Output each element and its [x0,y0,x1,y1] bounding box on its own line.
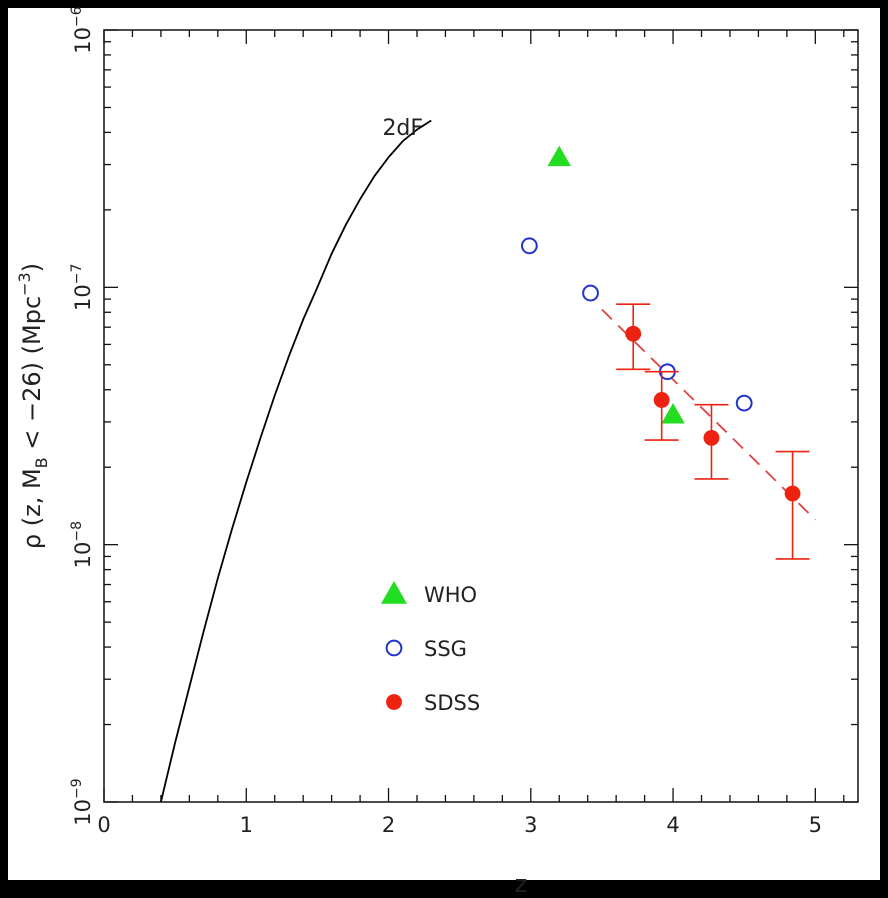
y-axis-title-part: ) [18,263,46,272]
y-axis-title-part: ρ (z, M [18,468,46,549]
sdss-point [653,392,670,408]
y-tick-label: 10−6 [69,6,95,53]
x-tick-label: 1 [240,813,253,837]
y-axis-title-part: B [32,457,51,468]
y-tick-label: 10−9 [69,778,95,825]
y-tick-label-base: 10 [71,542,95,569]
sdss-point [784,485,801,502]
curve-2dF [160,119,432,803]
ssg-point [582,284,599,302]
curve-label-2dF: 2dF [382,116,423,141]
legend-label-ssg: SSG [424,637,467,661]
y-tick-label-exponent: −7 [69,264,85,285]
who-point [661,402,685,424]
legend-marker-sdss [386,694,402,710]
y-axis-title-part: −3 [15,272,34,296]
y-tick-label-base: 10 [71,799,95,826]
y-tick-label-exponent: −6 [69,6,85,27]
page-background [8,8,880,880]
sdss-point [625,325,642,342]
y-tick-label-base: 10 [71,27,95,54]
x-tick-label: 5 [809,813,822,837]
fit-line [601,308,816,521]
legend-marker-who [381,581,407,604]
x-axis-title: z [515,870,528,898]
y-tick-label-exponent: −9 [69,778,85,799]
y-axis-title: ρ (z, MB < −26) (Mpc−3) [15,263,51,549]
x-tick-label: 3 [524,813,537,837]
y-tick-label: 10−8 [69,521,95,568]
y-axis-title-part: < −26) (Mpc [18,296,46,458]
x-tick-label: 4 [666,813,679,837]
sdss-point [703,429,720,446]
ssg-point [735,394,753,412]
ssg-point [520,237,538,255]
y-tick-label-exponent: −8 [69,521,85,542]
plot-frame [103,29,859,803]
y-tick-label: 10−7 [69,264,95,311]
legend-label-sdss: SDSS [424,691,480,715]
y-tick-label-base: 10 [71,284,95,311]
x-tick-label: 2 [382,813,395,837]
who-point [547,145,571,167]
legend-label-who: WHO [424,583,477,607]
x-tick-label: 0 [97,813,110,837]
legend-marker-ssg [385,639,403,657]
